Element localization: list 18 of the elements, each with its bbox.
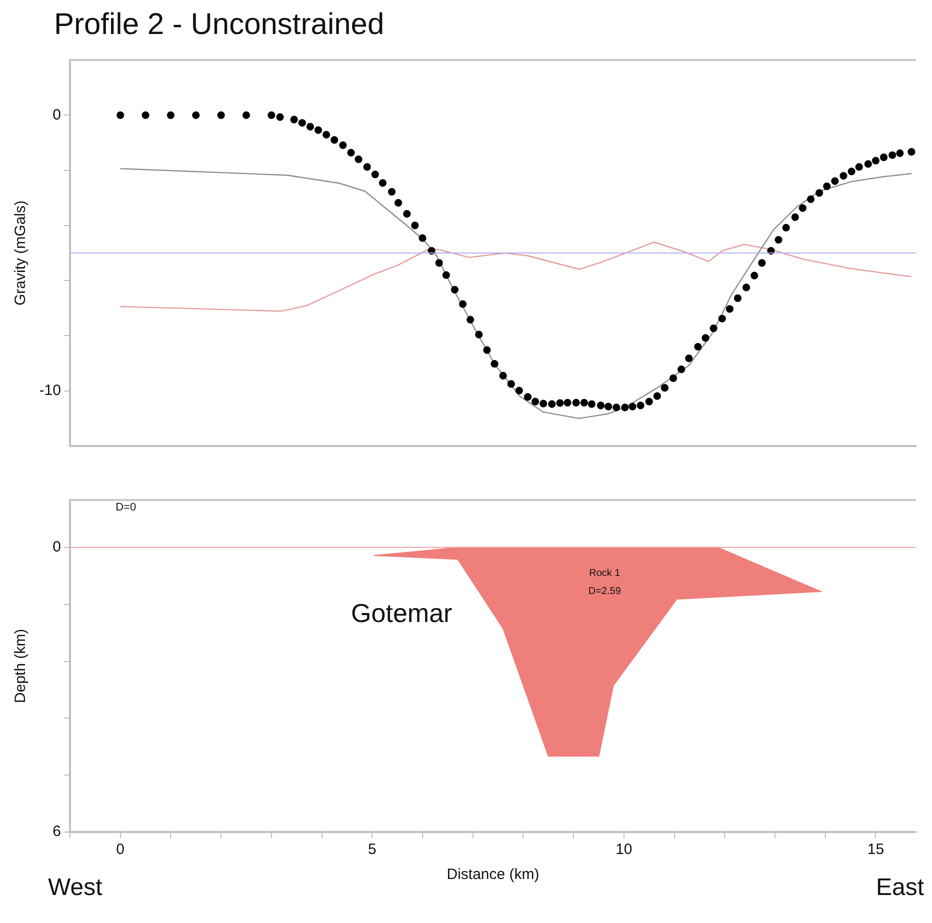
x-tick-label: 15 — [867, 841, 884, 858]
y-tick-label: 6 — [52, 823, 61, 840]
chart-title: Profile 2 - Unconstrained — [53, 8, 386, 43]
text: West — [48, 874, 102, 902]
annotation: Rock 1 — [589, 568, 621, 579]
y-axis-title: Depth (km) — [12, 628, 30, 704]
annotation: D=0 — [116, 501, 136, 514]
x-tick-label: 0 — [116, 841, 125, 858]
y-tick-label: 0 — [52, 106, 61, 124]
x-axis-title: Distance (km) — [446, 866, 540, 884]
text: East — [876, 874, 924, 902]
y-tick-label: -10 — [39, 382, 61, 399]
annotation: Gotemar — [351, 598, 453, 628]
y-tick-label: 0 — [52, 538, 61, 556]
y-axis-title: Gravity (mGals) — [12, 200, 30, 306]
annotation: D=2.59 — [588, 586, 622, 598]
x-tick-label: 5 — [368, 841, 376, 858]
x-tick-label: 10 — [616, 841, 632, 858]
